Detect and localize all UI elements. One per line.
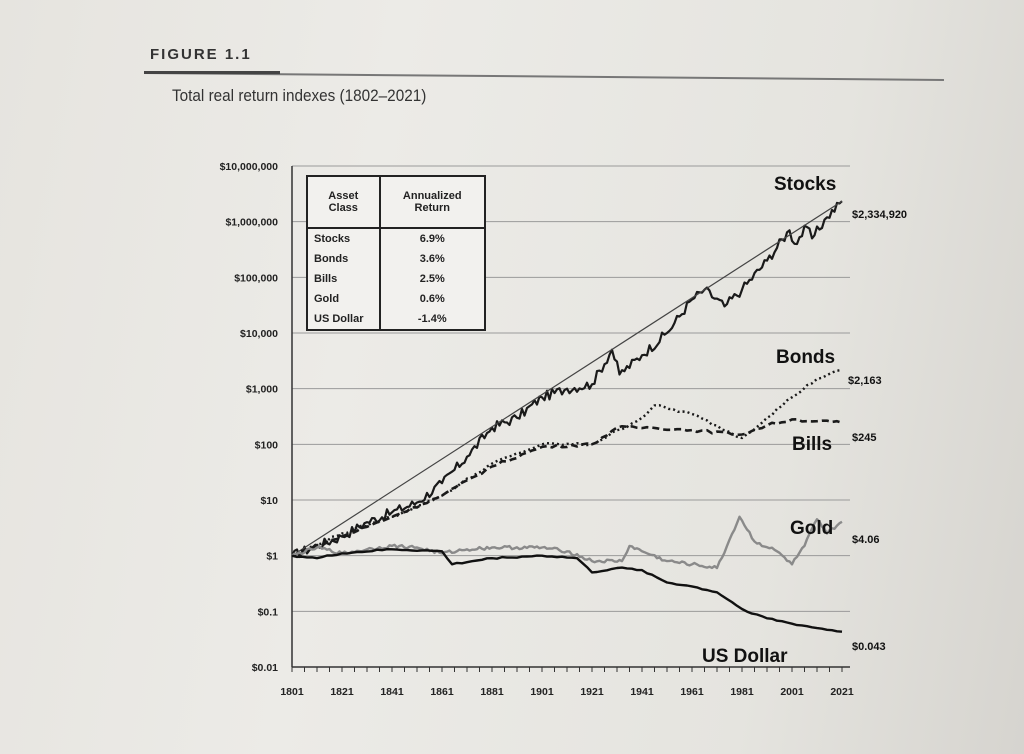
- end-value-bonds: $2,163: [848, 375, 882, 387]
- table-row: Bonds 3.6%: [307, 249, 485, 269]
- table-cell-return: 0.6%: [419, 293, 445, 305]
- figure-label: FIGURE 1.1: [150, 46, 252, 63]
- x-tick-label: 1901: [530, 686, 554, 698]
- y-tick-label: $1: [266, 551, 278, 563]
- series-name-bonds: Bonds: [776, 347, 835, 368]
- table-row: Bills 2.5%: [307, 269, 485, 289]
- table-row: Gold 0.6%: [307, 289, 485, 309]
- series-name-stocks: Stocks: [774, 174, 836, 195]
- x-tick-label: 1821: [330, 686, 354, 698]
- x-tick-label: 1981: [730, 686, 754, 698]
- series-line-trend: [291, 200, 843, 557]
- table-cell-return: 2.5%: [419, 273, 445, 285]
- table-cell-return: -1.4%: [417, 313, 447, 325]
- y-tick-label: $100,000: [234, 272, 278, 284]
- table-cell-asset: Bonds: [307, 249, 381, 269]
- figure-rule-accent: [144, 71, 280, 74]
- table-header-asset: Asset Class: [307, 176, 381, 229]
- y-tick-label: $1,000,000: [225, 217, 278, 229]
- returns-table: Asset Class Annualized Return Stocks 6.9…: [306, 175, 486, 331]
- x-tick-label: 1881: [480, 686, 504, 698]
- series-line-gold: [291, 515, 843, 570]
- x-tick-label: 2021: [830, 686, 854, 698]
- table-header-return: Annualized Return: [379, 176, 485, 229]
- series-line-bonds: [291, 368, 843, 557]
- x-tick-label: 2001: [780, 686, 804, 698]
- y-tick-label: $1,000: [246, 384, 278, 396]
- x-tick-label: 1921: [580, 686, 604, 698]
- series-name-us-dollar: US Dollar: [702, 646, 788, 667]
- y-tick-label: $0.01: [252, 662, 278, 674]
- series-line-us-dollar: [291, 548, 843, 633]
- x-tick-label: 1861: [430, 686, 454, 698]
- label-layer: Stocks $2,334,920 Bonds $2,163 Bills $245 Gold…: [702, 174, 907, 667]
- figure-title: Total real return indexes (1802–2021): [172, 86, 427, 105]
- table-cell-asset: Gold: [307, 289, 381, 309]
- x-tick-label: 1801: [280, 686, 304, 698]
- y-tick-label: $0.1: [258, 606, 279, 618]
- table-cell-asset: US Dollar: [307, 309, 381, 330]
- series-line-bills: [291, 418, 843, 557]
- end-value-gold: $4.06: [852, 534, 880, 546]
- y-tick-label: $10: [260, 495, 278, 507]
- series-name-gold: Gold: [790, 518, 833, 539]
- end-value-us-dollar: $0.043: [852, 641, 886, 653]
- table-cell-return: 6.9%: [419, 233, 445, 245]
- table-row: US Dollar -1.4%: [307, 309, 485, 330]
- x-tick-label: 1961: [680, 686, 704, 698]
- y-tick-label: $10,000,000: [220, 161, 279, 173]
- series-layer: [291, 200, 843, 633]
- y-tick-label: $10,000: [240, 328, 278, 340]
- table-cell-return: 3.6%: [419, 253, 445, 265]
- x-tick-label: 1841: [380, 686, 404, 698]
- end-value-stocks: $2,334,920: [852, 209, 907, 221]
- series-name-bills: Bills: [792, 434, 832, 455]
- table-cell-asset: Bills: [307, 269, 381, 289]
- x-tick-label: 1941: [630, 686, 654, 698]
- table-row: Stocks 6.9%: [307, 228, 485, 249]
- end-value-bills: $245: [852, 432, 876, 444]
- axis-layer: $10,000,000 $1,000,000 $100,000 $10,000 $1,0…: [220, 161, 854, 698]
- table-cell-asset: Stocks: [307, 228, 381, 249]
- y-tick-label: $100: [255, 439, 279, 451]
